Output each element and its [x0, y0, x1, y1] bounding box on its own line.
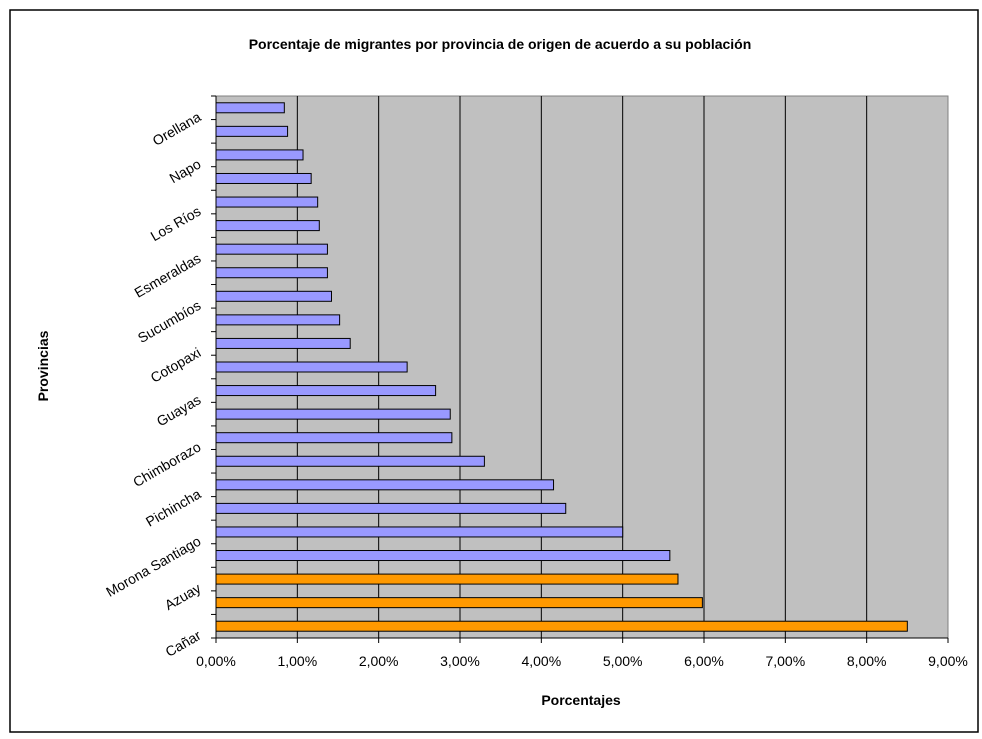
bar: [215, 620, 908, 632]
x-tick-label: 9,00%: [928, 653, 968, 669]
bar: [215, 479, 555, 491]
bar: [215, 385, 437, 397]
bar: [215, 573, 679, 585]
bar: [215, 337, 351, 349]
bar: [215, 267, 328, 279]
bar: [215, 408, 451, 420]
bar: [215, 455, 485, 467]
chart-title: Porcentaje de migrantes por provincia de…: [249, 36, 752, 52]
bar: [215, 102, 285, 114]
x-axis-title: Porcentajes: [541, 692, 621, 708]
x-tick-label: 5,00%: [603, 653, 643, 669]
bar: [215, 550, 671, 562]
bar-series: [215, 102, 908, 632]
bar: [215, 526, 624, 538]
bar: [215, 432, 453, 444]
x-tick-label: 3,00%: [440, 653, 480, 669]
x-tick-label: 0,00%: [196, 653, 236, 669]
bar: [215, 243, 328, 255]
bar: [215, 314, 341, 326]
bar: [215, 196, 319, 208]
bar: [215, 361, 408, 373]
x-tick-label: 1,00%: [277, 653, 317, 669]
x-tick-label: 4,00%: [521, 653, 561, 669]
bar: [215, 290, 332, 302]
x-axis-ticks: 0,00% 1,00% 2,00% 3,00% 4,00% 5,00% 6,00% 7,00%…: [196, 95, 968, 669]
bar: [215, 149, 304, 161]
x-tick-label: 2,00%: [359, 653, 399, 669]
bar: [215, 220, 320, 232]
bar: [215, 125, 289, 137]
x-tick-label: 6,00%: [684, 653, 724, 669]
y-axis-title: Provincias: [35, 330, 51, 401]
bar: [215, 172, 312, 184]
x-tick-label: 7,00%: [765, 653, 805, 669]
bar: [215, 502, 567, 514]
bar: [215, 597, 703, 609]
x-tick-label: 8,00%: [847, 653, 887, 669]
